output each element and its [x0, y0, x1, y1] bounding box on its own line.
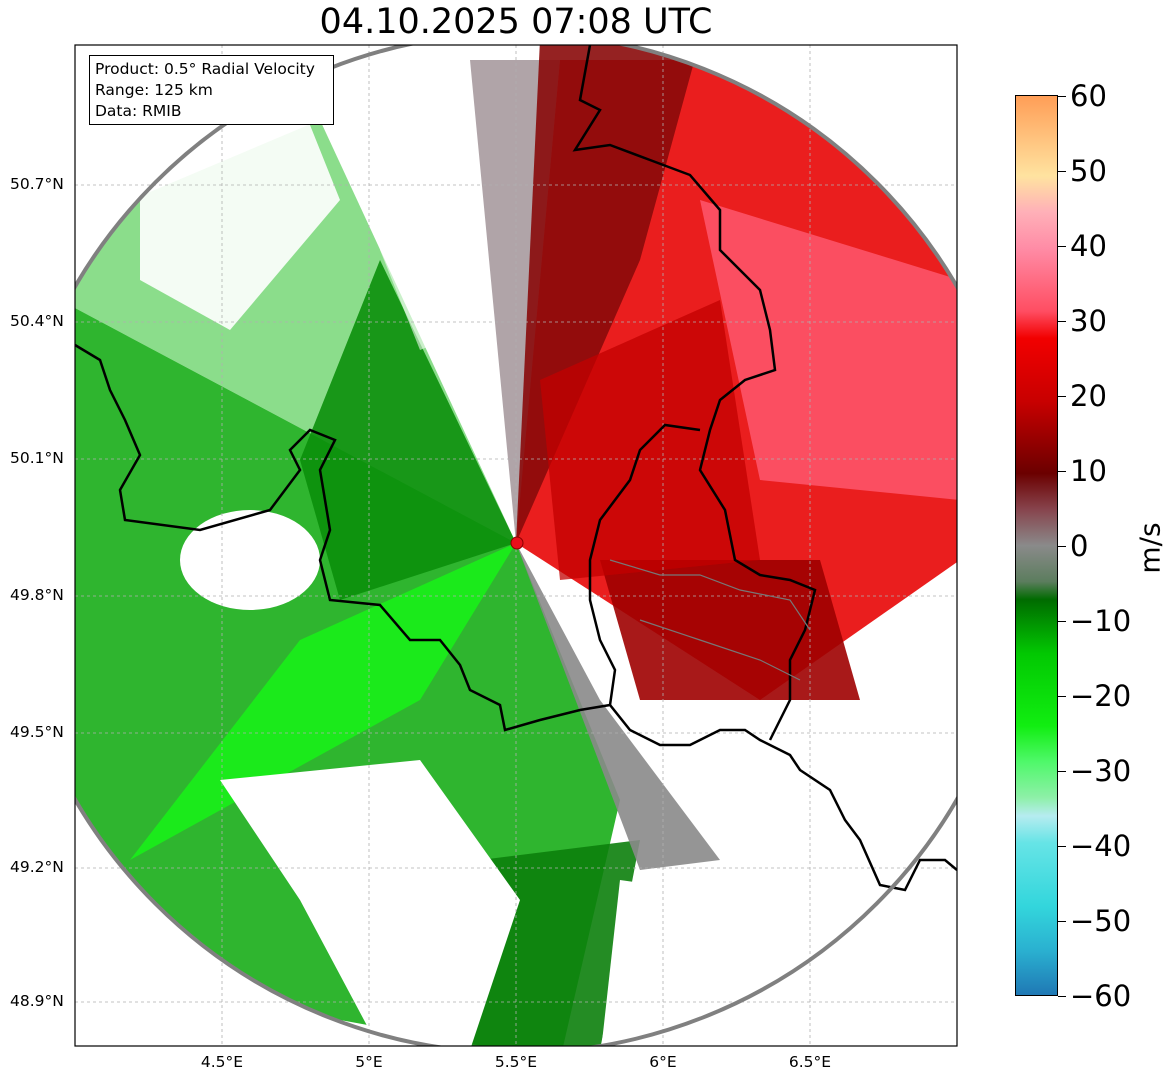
- lat-label: 49.2°N: [10, 858, 64, 876]
- colorbar-unit: m/s: [1133, 522, 1167, 574]
- colorbar-tick-mark: [1058, 996, 1066, 997]
- colorbar-fill: [1015, 95, 1058, 996]
- info-source: Data: RMIB: [95, 102, 182, 120]
- lat-label: 49.5°N: [10, 723, 64, 741]
- lat-label: 48.9°N: [10, 992, 64, 1010]
- colorbar-tick-label: −40: [1070, 829, 1132, 863]
- colorbar-tick-label: 20: [1070, 379, 1107, 413]
- colorbar-tick-label: −20: [1070, 679, 1132, 713]
- lat-label: 50.1°N: [10, 449, 64, 467]
- colorbar-tick-label: 0: [1070, 529, 1089, 563]
- radar-site-marker: [510, 536, 524, 550]
- colorbar-tick-label: 60: [1070, 79, 1107, 113]
- colorbar-tick-mark: [1058, 171, 1066, 172]
- region-borders: [609, 559, 811, 681]
- plot-frame: [74, 44, 958, 1047]
- colorbar-tick-mark: [1058, 696, 1066, 697]
- lon-label: 5°E: [355, 1053, 383, 1071]
- colorbar-tick-mark: [1058, 471, 1066, 472]
- colorbar-tick-mark: [1058, 621, 1066, 622]
- info-range: Range: 125 km: [95, 81, 213, 99]
- radar-plot-area: [75, 45, 957, 1046]
- colorbar-tick-label: −30: [1070, 754, 1132, 788]
- colorbar-tick-mark: [1058, 396, 1066, 397]
- colorbar-tick-label: 40: [1070, 229, 1107, 263]
- colorbar-tick-mark: [1058, 771, 1066, 772]
- colorbar-tick-label: −50: [1070, 904, 1132, 938]
- colorbar-tick-mark: [1058, 246, 1066, 247]
- lat-label: 50.7°N: [10, 175, 64, 193]
- lon-label: 4.5°E: [200, 1053, 244, 1071]
- lon-label: 6°E: [649, 1053, 677, 1071]
- info-box: Product: 0.5° Radial Velocity Range: 125…: [89, 55, 334, 125]
- lon-label: 5.5°E: [494, 1053, 538, 1071]
- map-title: 04.10.2025 07:08 UTC: [319, 2, 713, 42]
- lat-label: 49.8°N: [10, 586, 64, 604]
- colorbar-tick-mark: [1058, 96, 1066, 97]
- colorbar-tick-label: −10: [1070, 604, 1132, 638]
- colorbar-tick-mark: [1058, 846, 1066, 847]
- info-product: Product: 0.5° Radial Velocity: [95, 60, 315, 78]
- colorbar-tick-mark: [1058, 321, 1066, 322]
- lat-label: 50.4°N: [10, 312, 64, 330]
- colorbar: [1015, 95, 1058, 996]
- colorbar-tick-mark: [1058, 546, 1066, 547]
- lon-label: 6.5°E: [788, 1053, 832, 1071]
- country-borders: [75, 45, 957, 892]
- colorbar-tick-label: 30: [1070, 304, 1107, 338]
- colorbar-tick-label: −60: [1070, 979, 1132, 1013]
- colorbar-tick-label: 10: [1070, 454, 1107, 488]
- colorbar-tick-mark: [1058, 921, 1066, 922]
- colorbar-tick-label: 50: [1070, 154, 1107, 188]
